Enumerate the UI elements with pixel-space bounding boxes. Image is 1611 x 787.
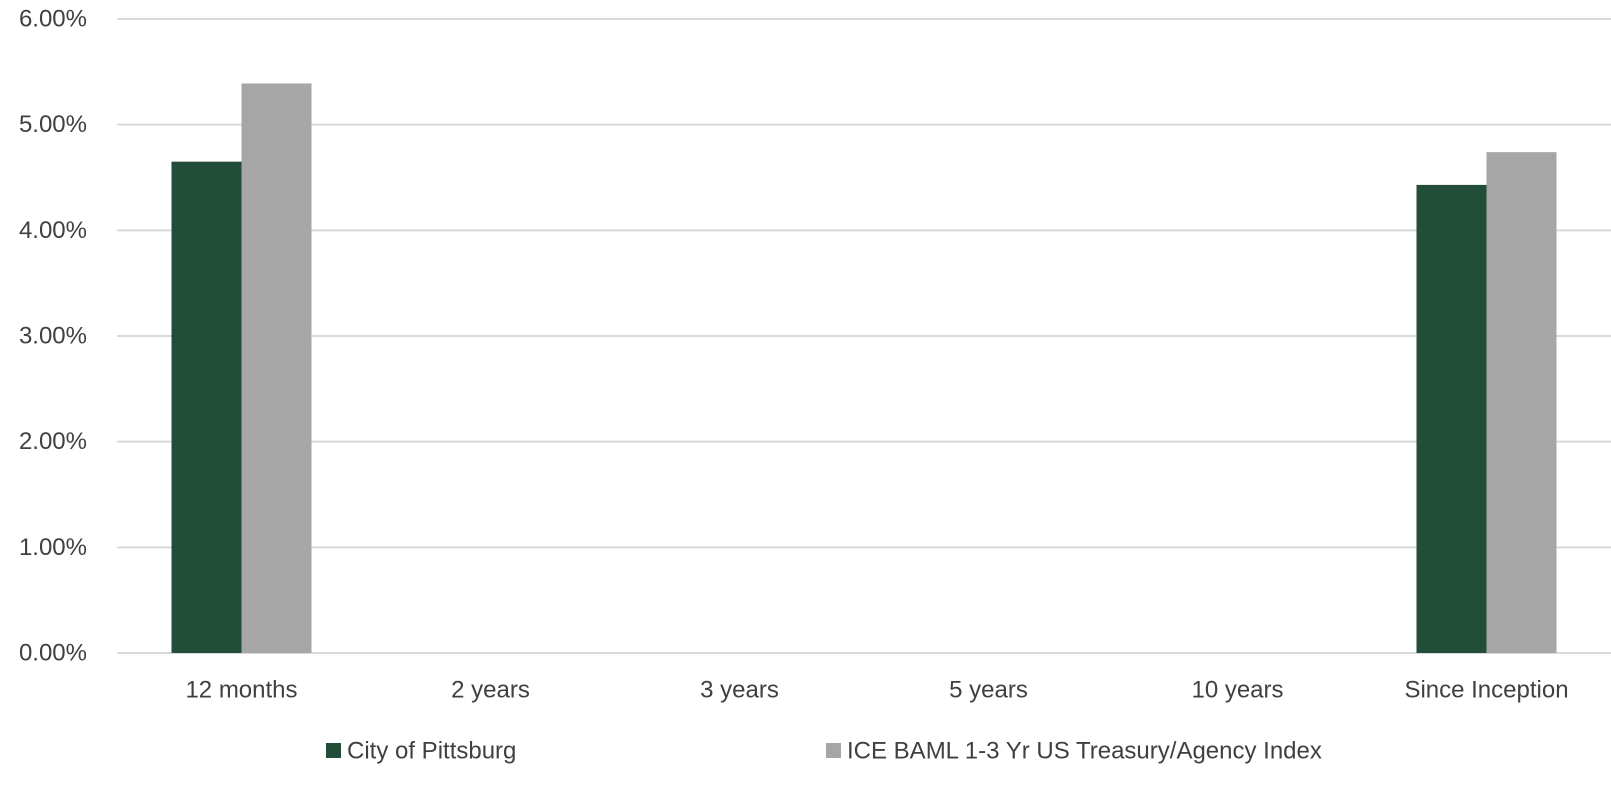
y-tick-label: 2.00% [19,428,87,455]
x-tick-label: 3 years [700,677,779,704]
legend-label: ICE BAML 1-3 Yr US Treasury/Agency Index [847,738,1322,765]
x-tick-label: 5 years [949,677,1028,704]
bar-city-of-pittsburg-5 [1416,184,1487,653]
x-tick-label: 2 years [451,677,530,704]
bar-ice-baml-index-5 [1486,152,1557,653]
y-tick-label: 4.00% [19,217,87,244]
gridlines [117,18,1611,654]
y-axis-tick-labels: 0.00% 1.00% 2.00% 3.00% 4.00% 5.00% 6.00% [19,6,87,667]
legend-swatch [826,743,841,758]
legend-label: City of Pittsburg [347,738,516,765]
x-tick-label: 10 years [1191,677,1283,704]
bar-ice-baml-index-0 [241,83,312,653]
x-axis-tick-labels: 12 months 2 years 3 years 5 years 10 years Si… [185,677,1568,704]
legend-swatch [326,743,341,758]
y-tick-label: 6.00% [19,6,87,33]
bars [171,83,1557,653]
x-tick-label: 12 months [185,677,297,704]
bar-city-of-pittsburg-0 [171,161,242,653]
legend: City of Pittsburg ICE BAML 1-3 Yr US Trea… [326,738,1322,765]
y-tick-label: 1.00% [19,534,87,561]
x-tick-label: Since Inception [1404,677,1568,704]
y-tick-label: 0.00% [19,640,87,667]
y-tick-label: 3.00% [19,323,87,350]
y-tick-label: 5.00% [19,111,87,138]
